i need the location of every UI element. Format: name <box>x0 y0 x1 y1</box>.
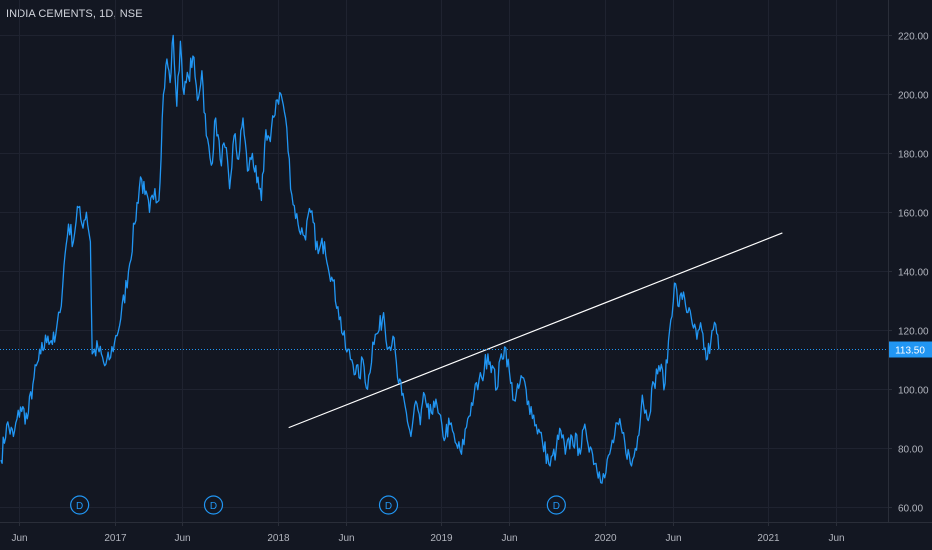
time-scale[interactable]: Jun 2017 Jun 2018 Jun 2019 Jun 2020 Jun 2021 Jun <box>11 522 845 544</box>
price-series-line[interactable] <box>0 34 720 484</box>
price-tick-label: 140.00 <box>898 268 929 279</box>
price-scale[interactable]: 60.00 80.00 100.00 120.00 140.00 160.00 180.00… <box>888 32 929 515</box>
dividend-marker[interactable] <box>203 495 224 515</box>
trendline[interactable] <box>288 232 783 429</box>
time-tick-label: Jun <box>338 533 354 544</box>
price-tick-label: 60.00 <box>898 504 923 515</box>
time-tick-label: 2017 <box>104 533 127 544</box>
chart-title: INDIA CEMENTS, 1D, NSE <box>6 8 143 20</box>
price-tick-label: 120.00 <box>898 327 929 338</box>
time-tick-label: Jun <box>665 533 681 544</box>
dividend-marker-label: D <box>210 501 217 512</box>
dividend-marker[interactable] <box>70 495 90 515</box>
dividend-marker[interactable] <box>378 495 399 515</box>
price-tick-label: 200.00 <box>898 91 929 102</box>
time-tick-label: Jun <box>11 533 27 544</box>
dividend-marker-label: D <box>76 501 83 512</box>
time-tick-label: Jun <box>174 533 190 544</box>
time-tick-label: 2019 <box>430 533 453 544</box>
time-tick-label: 2021 <box>757 533 780 544</box>
time-tick-label: Jun <box>828 533 844 544</box>
price-tick-label: 80.00 <box>898 445 923 456</box>
series-layer <box>0 34 720 484</box>
price-tick-label: 160.00 <box>898 209 929 220</box>
dividend-marker-label: D <box>385 501 392 512</box>
time-tick-label: Jun <box>501 533 517 544</box>
last-price-label-bg <box>889 341 932 358</box>
price-tick-label: 180.00 <box>898 150 929 161</box>
time-tick-label: 2018 <box>267 533 290 544</box>
last-price-label-layer: 113.50 <box>0 341 932 358</box>
time-tick-label: 2020 <box>594 533 617 544</box>
dividend-marker[interactable] <box>546 495 566 515</box>
price-tick-label: 100.00 <box>898 386 929 397</box>
dividend-marker-label: D <box>553 501 560 512</box>
last-price-label: 113.50 <box>895 346 925 357</box>
price-tick-label: 220.00 <box>898 32 929 43</box>
grid-layer <box>0 0 888 522</box>
trendline-layer <box>288 232 783 429</box>
